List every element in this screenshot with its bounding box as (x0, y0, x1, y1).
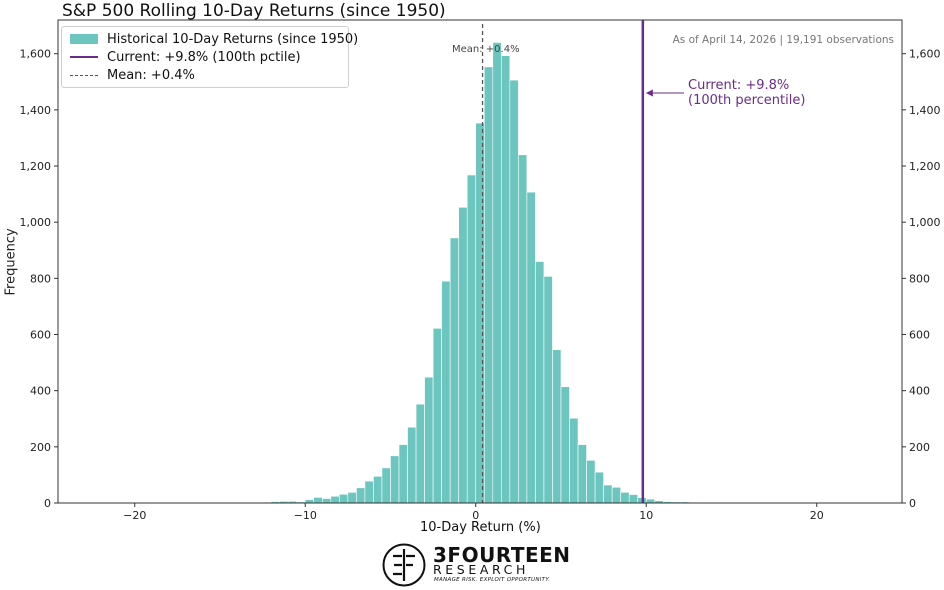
histogram-bar (458, 207, 468, 504)
histogram-bar (603, 484, 613, 504)
histogram-bar (577, 444, 587, 504)
legend-swatch-current (70, 56, 98, 58)
histogram-bar (330, 495, 340, 504)
y-tick-label-right: 1,400 (909, 104, 941, 117)
logo-mark-icon (382, 543, 426, 587)
histogram-bar (381, 467, 391, 504)
logo-name: 3FOURTEEN (433, 543, 571, 567)
plot-frame (57, 19, 903, 504)
histogram-bar (398, 444, 408, 504)
y-tick-label-left: 200 (30, 441, 51, 454)
histogram-bar (339, 493, 349, 504)
histogram-bar (543, 276, 553, 504)
current-annotation-line2: (100th percentile) (688, 93, 806, 108)
y-tick-label-left: 1,600 (20, 48, 52, 61)
histogram-bars (83, 42, 869, 504)
legend-item-mean: Mean: +0.4% (70, 66, 195, 84)
logo-tagline: MANAGE RISK. EXPLOIT OPPORTUNITY. (434, 577, 551, 583)
legend-swatch-mean (70, 74, 98, 76)
histogram-bar (483, 66, 494, 504)
current-annotation: Current: +9.8% (100th percentile) (688, 78, 805, 108)
histogram-bar (313, 497, 323, 504)
chart-legend: Historical 10-Day Returns (since 1950) C… (61, 26, 358, 88)
histogram-bar (611, 486, 621, 504)
legend-label-historical: Historical 10-Day Returns (since 1950) (107, 31, 359, 47)
x-tick-label: −10 (294, 509, 317, 522)
histogram-bar (560, 386, 570, 504)
histogram-bar (628, 494, 639, 504)
histogram-bar (620, 492, 630, 504)
x-tick-label: 0 (472, 509, 479, 522)
legend-label-current: Current: +9.8% (100th pctile) (107, 49, 301, 65)
x-tick-label: −20 (123, 509, 146, 522)
legend-swatch-historical (70, 34, 98, 44)
y-tick-label-left: 1,400 (20, 104, 52, 117)
y-tick-label-left: 600 (30, 329, 51, 342)
histogram-bar (535, 261, 545, 504)
histogram-bar (407, 426, 417, 504)
y-tick-label-left: 1,000 (20, 216, 52, 229)
y-tick-label-left: 1,200 (20, 160, 52, 173)
histogram-bar (586, 460, 596, 504)
histogram-bar (518, 154, 528, 504)
histogram-bar (645, 498, 656, 504)
as-of-note: As of April 14, 2026 | 19,191 observatio… (672, 34, 894, 46)
histogram-bar (449, 237, 459, 504)
y-axis-label: Frequency (3, 228, 19, 296)
histogram-bar (415, 403, 425, 504)
histogram-bar (492, 42, 502, 504)
y-tick-label-left: 0 (44, 497, 51, 510)
y-tick-label-left: 800 (30, 272, 51, 285)
histogram-bar (432, 328, 442, 504)
y-tick-label-right: 1,000 (909, 216, 941, 229)
histogram-bar (373, 476, 383, 504)
y-tick-label-right: 200 (909, 441, 930, 454)
histogram-bar (509, 79, 519, 504)
histogram-bar (304, 499, 315, 504)
current-annotation-line1: Current: +9.8% (688, 78, 790, 93)
mean-annotation: Mean: +0.4% (452, 44, 520, 55)
legend-label-mean: Mean: +0.4% (107, 67, 195, 83)
y-tick-label-right: 600 (909, 329, 930, 342)
histogram-bar (466, 174, 477, 504)
histogram-bar (441, 280, 451, 504)
histogram-bar (424, 376, 434, 504)
x-tick-label: 20 (810, 509, 824, 522)
y-tick-label-right: 800 (909, 272, 930, 285)
histogram-bar (501, 55, 511, 504)
histogram-bar (594, 471, 604, 504)
x-tick-label: 10 (639, 509, 653, 522)
histogram-bar (526, 191, 536, 504)
histogram-bar (356, 487, 366, 504)
y-tick-label-right: 400 (909, 385, 930, 398)
histogram-bar (347, 492, 357, 504)
y-tick-label-left: 400 (30, 385, 51, 398)
chart-title: S&P 500 Rolling 10-Day Returns (since 19… (62, 1, 446, 21)
y-tick-label-right: 1,600 (909, 48, 941, 61)
legend-item-current: Current: +9.8% (100th pctile) (70, 48, 301, 66)
logo-subname: RESEARCH (433, 562, 529, 577)
histogram-bar (364, 480, 374, 504)
reference-lines (481, 20, 684, 503)
histogram-bar (569, 417, 579, 504)
histogram-bar (390, 455, 400, 504)
histogram-bar (321, 498, 332, 504)
y-tick-label-right: 1,200 (909, 160, 941, 173)
brand-logo: 3FOURTEEN RESEARCH MANAGE RISK. EXPLOIT … (382, 543, 570, 587)
y-tick-label-right: 0 (909, 497, 916, 510)
histogram-bar (552, 349, 562, 504)
x-axis-label: 10-Day Return (%) (420, 520, 541, 535)
current-arrow-head (645, 89, 653, 97)
legend-item-historical: Historical 10-Day Returns (since 1950) (70, 30, 358, 48)
